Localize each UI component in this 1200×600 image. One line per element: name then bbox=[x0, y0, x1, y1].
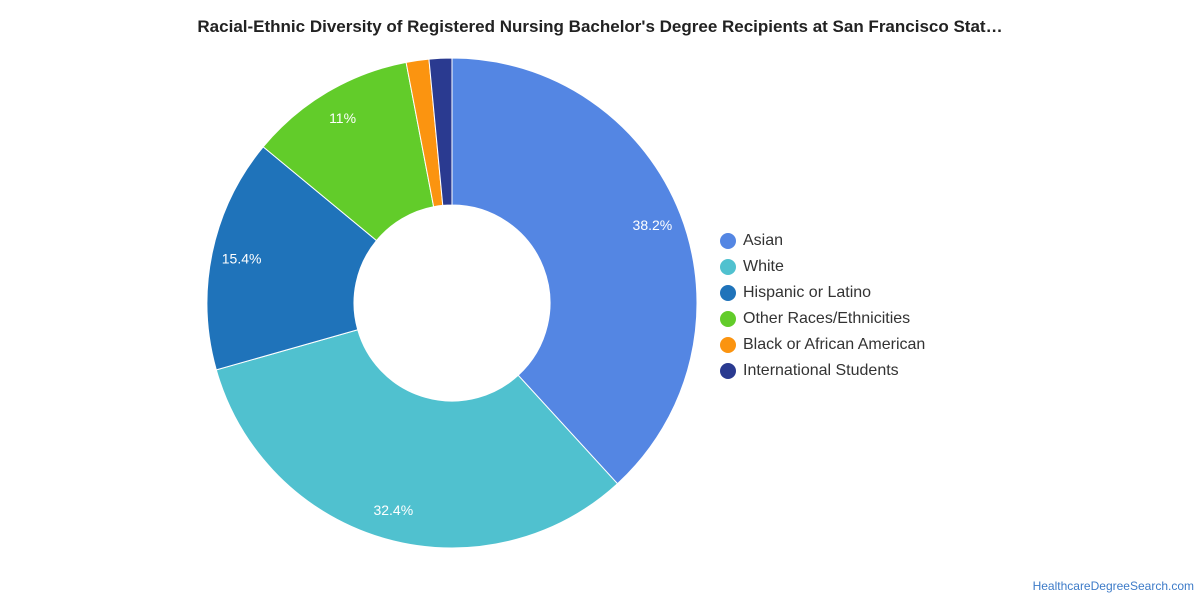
slice-white[interactable] bbox=[215, 329, 619, 549]
legend-label: Asian bbox=[743, 232, 784, 249]
legend-swatch-icon bbox=[720, 285, 736, 301]
slice-hispanic-or-latino[interactable] bbox=[206, 146, 378, 371]
source-credit[interactable]: HealthcareDegreeSearch.com bbox=[1032, 579, 1194, 593]
chart-legend: Asian White Hispanic or Latino Other Races/… bbox=[720, 228, 925, 384]
legend-swatch-icon bbox=[720, 337, 736, 353]
legend-label: Other Races/Ethnicities bbox=[743, 310, 911, 327]
legend-label: International Students bbox=[743, 362, 899, 379]
legend-swatch-icon bbox=[720, 259, 736, 275]
legend-item-international-students[interactable]: International Students bbox=[720, 358, 925, 384]
legend-item-other-races-ethnicities[interactable]: Other Races/Ethnicities bbox=[720, 306, 925, 332]
slice-label-3: 11% bbox=[329, 110, 356, 126]
legend-swatch-icon bbox=[720, 363, 736, 379]
legend-swatch-icon bbox=[720, 233, 736, 249]
legend-label: Black or African American bbox=[743, 336, 926, 353]
legend-label: White bbox=[743, 258, 784, 275]
slice-label-2: 15.4% bbox=[222, 251, 262, 267]
chart-title: Racial-Ethnic Diversity of Registered Nu… bbox=[197, 17, 1003, 36]
legend-swatch-icon bbox=[720, 311, 736, 327]
slice-asian[interactable] bbox=[451, 57, 698, 485]
slice-international-students[interactable] bbox=[428, 57, 453, 206]
legend-label: Hispanic or Latino bbox=[743, 284, 872, 301]
slice-label-1: 32.4% bbox=[373, 502, 413, 518]
legend-item-hispanic-or-latino[interactable]: Hispanic or Latino bbox=[720, 280, 925, 306]
legend-item-white[interactable]: White bbox=[720, 254, 925, 280]
legend-item-black-or-african-american[interactable]: Black or African American bbox=[720, 332, 925, 358]
legend-item-asian[interactable]: Asian bbox=[720, 228, 925, 254]
slice-label-0: 38.2% bbox=[633, 217, 673, 233]
